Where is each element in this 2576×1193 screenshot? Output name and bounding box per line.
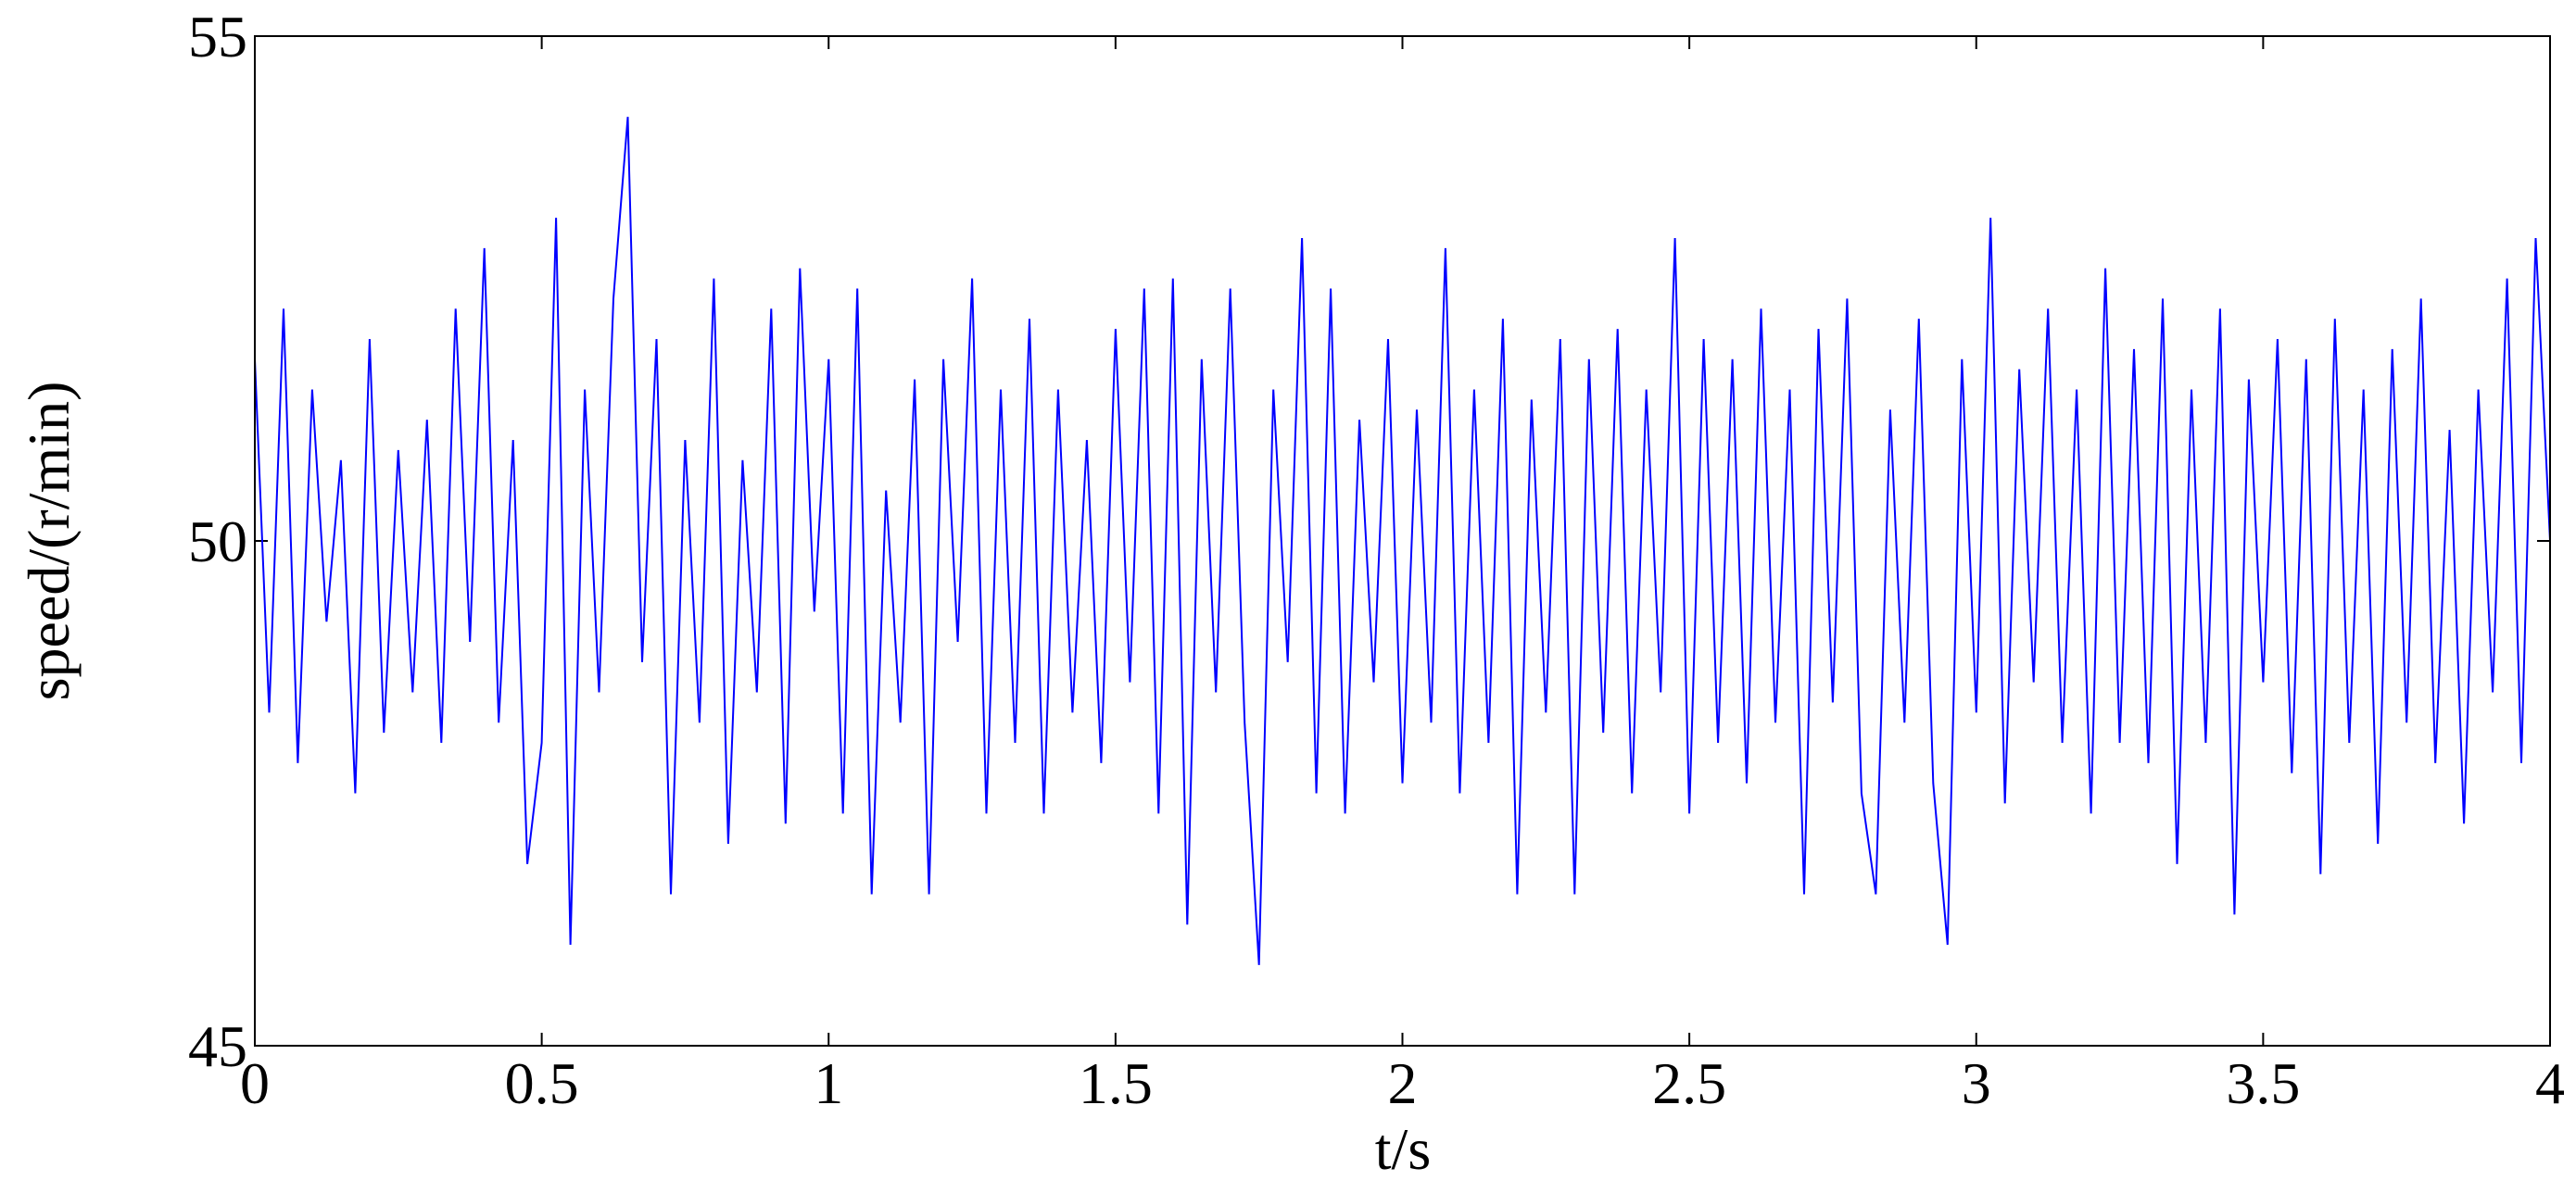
y-tick-label: 50 xyxy=(188,509,247,574)
x-tick-label: 3.5 xyxy=(2226,1050,2300,1116)
x-tick-label: 2 xyxy=(1388,1050,1418,1116)
x-axis-label: t/s xyxy=(1375,1116,1431,1182)
plot-frame xyxy=(254,35,2551,1047)
x-tick-label: 1.5 xyxy=(1079,1050,1153,1116)
y-tick-label: 55 xyxy=(188,4,247,69)
x-tick-label: 1 xyxy=(814,1050,843,1116)
x-tick-label: 0.5 xyxy=(505,1050,579,1116)
x-tick-label: 4 xyxy=(2535,1050,2565,1116)
y-tick-label: 45 xyxy=(188,1013,247,1079)
x-tick-label: 0 xyxy=(240,1050,270,1116)
data-line xyxy=(254,117,2551,965)
x-tick-label: 3 xyxy=(1962,1050,1991,1116)
y-axis-label: speed/(r/min) xyxy=(16,382,82,701)
x-tick-label: 2.5 xyxy=(1652,1050,1726,1116)
